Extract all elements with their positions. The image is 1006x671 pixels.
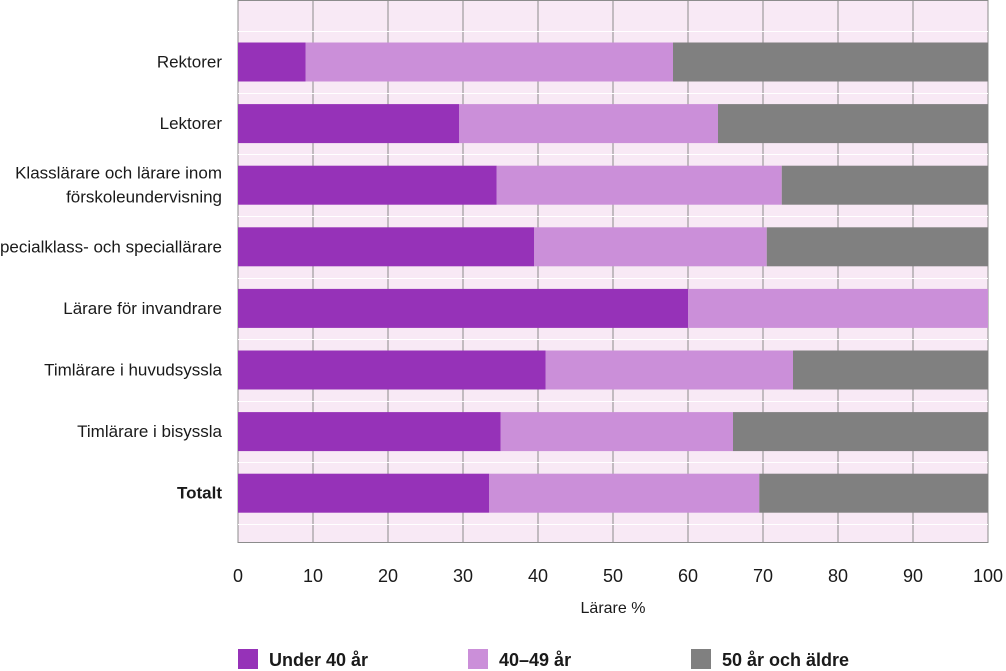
bar-segment <box>238 288 688 328</box>
bar-segment <box>534 227 767 267</box>
bar-segment <box>489 473 760 513</box>
x-tick-label: 70 <box>753 566 773 586</box>
category-label: förskoleundervisning <box>66 188 222 207</box>
x-axis-title: Lärare % <box>581 600 646 617</box>
bar-segment <box>766 227 988 267</box>
x-tick-label: 10 <box>303 566 323 586</box>
bar-series <box>238 42 988 513</box>
x-tick-label: 50 <box>603 566 623 586</box>
bar-segment <box>500 412 733 452</box>
bar-segment <box>238 350 546 390</box>
category-label: Rektorer <box>157 53 223 72</box>
bar-segment <box>793 350 988 390</box>
legend-label: 50 år och äldre <box>722 650 849 670</box>
bar-segment <box>459 104 718 144</box>
bar-segment <box>238 227 535 267</box>
legend-swatch <box>238 649 258 669</box>
x-tick-label: 80 <box>828 566 848 586</box>
bar-segment <box>238 473 490 513</box>
x-tick-label: 100 <box>973 566 1003 586</box>
bar-segment <box>238 104 460 144</box>
bar-segment <box>781 165 988 205</box>
bar-segment <box>496 165 782 205</box>
bar-segment <box>238 42 306 82</box>
x-tick-label: 90 <box>903 566 923 586</box>
legend-swatch <box>691 649 711 669</box>
category-labels: Rektorer Lektorer Klasslärare och lärare i… <box>0 53 223 503</box>
legend-label: Under 40 år <box>269 650 368 670</box>
category-label: Timlärare i bisyssla <box>77 422 222 441</box>
bar-segment <box>688 288 988 328</box>
bar-segment <box>238 412 501 452</box>
bar-segment <box>305 42 673 82</box>
legend-swatch <box>468 649 488 669</box>
bar-segment <box>545 350 793 390</box>
x-tick-label: 60 <box>678 566 698 586</box>
legend-label: 40–49 år <box>499 650 571 670</box>
bar-segment <box>238 165 497 205</box>
category-label: Lärare för invandrare <box>63 299 222 318</box>
bar-segment <box>733 412 988 452</box>
x-axis-ticks: 0 10 20 30 40 50 60 70 80 90 100 <box>233 566 1003 586</box>
category-label: Timlärare i huvudsyssla <box>44 361 222 380</box>
x-tick-label: 40 <box>528 566 548 586</box>
bar-segment <box>673 42 988 82</box>
x-tick-label: 20 <box>378 566 398 586</box>
x-tick-label: 30 <box>453 566 473 586</box>
grid-lines <box>237 0 989 543</box>
legend: Under 40 år 40–49 år 50 år och äldre <box>238 649 849 670</box>
x-tick-label: 0 <box>233 566 243 586</box>
bar-segment <box>759 473 988 513</box>
category-label: Lektorer <box>160 114 223 133</box>
category-label: Klasslärare och lärare inom <box>15 164 222 183</box>
bar-segment <box>718 104 988 144</box>
category-label: Specialklass- och speciallärare <box>0 237 222 256</box>
category-label: Totalt <box>177 484 222 503</box>
